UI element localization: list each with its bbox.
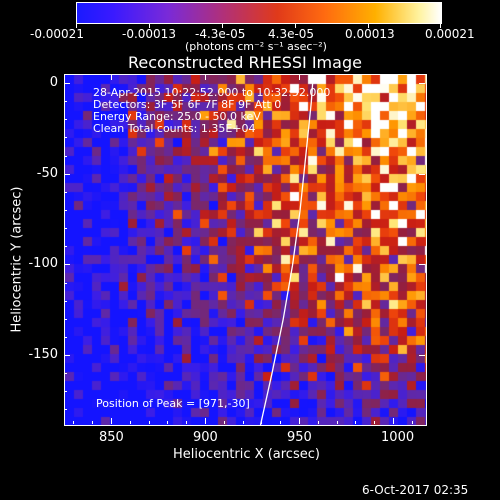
y-axis-label: Heliocentric Y (arcsec) (9, 186, 25, 333)
x-minor-tick (73, 421, 75, 424)
y-tick (419, 83, 425, 85)
rhessi-image (65, 75, 426, 425)
y-tick (64, 264, 70, 266)
info-energy-range: Energy Range: 25.0 - 50.0 keV (93, 110, 261, 123)
y-minor-tick (64, 409, 67, 411)
x-minor-tick (374, 421, 376, 424)
info-clean-counts: Clean Total counts: 1.35E+04 (93, 122, 256, 135)
x-minor-tick (223, 421, 225, 424)
x-minor-tick (148, 421, 150, 424)
colorbar-tick-label: 4.3e-05 (268, 27, 315, 41)
y-minor-tick (64, 318, 67, 320)
y-minor-tick (64, 355, 67, 357)
y-minor-tick (64, 119, 67, 121)
image-plot-area: 28-Apr-2015 10:22:52.000 to 10:32:52.000… (64, 74, 427, 426)
colorbar-tick-label: 0.00013 (345, 27, 395, 41)
colorbar-unit-label: (photons cm⁻² s⁻¹ asec⁻²) (185, 40, 327, 53)
x-tick (205, 74, 207, 80)
y-tick-label: -100 (28, 256, 58, 272)
peak-position-label: Position of Peak = [971,-30] (96, 397, 250, 410)
x-minor-tick (411, 421, 413, 424)
y-minor-tick (64, 336, 67, 338)
solar-limb-curve (259, 75, 314, 425)
y-minor-tick (64, 101, 67, 103)
colorbar-tick (149, 23, 150, 28)
x-minor-tick (393, 421, 395, 424)
y-minor-tick (64, 210, 67, 211)
colorbar-tick (440, 23, 441, 28)
y-minor-tick (64, 264, 67, 266)
x-minor-tick (261, 421, 263, 424)
y-tick-label: 0 (49, 75, 58, 91)
y-minor-tick (64, 282, 67, 284)
y-tick (419, 173, 425, 175)
x-minor-tick (167, 421, 169, 424)
x-tick-label: 900 (193, 430, 218, 445)
info-detectors: Detectors: 3F 5F 6F 7F 8F 9F Att 0 (93, 98, 282, 111)
x-tick (111, 74, 112, 80)
y-tick (64, 83, 70, 85)
y-minor-tick (64, 373, 67, 375)
colorbar-tick-label: -0.00013 (122, 27, 176, 41)
x-minor-tick (129, 421, 131, 424)
plot-title: Reconstructed RHESSI Image (128, 53, 362, 72)
timestamp: 6-Oct-2017 02:35 (362, 483, 469, 497)
x-tick-label: 950 (287, 430, 312, 445)
colorbar-tick (295, 23, 296, 28)
y-minor-tick (64, 228, 67, 230)
y-minor-tick (64, 246, 67, 248)
y-minor-tick (64, 191, 67, 193)
info-time-range: 28-Apr-2015 10:22:52.000 to 10:32:52.000 (93, 86, 331, 99)
x-minor-tick (336, 421, 338, 424)
y-tick (419, 264, 425, 266)
x-tick-label: 850 (99, 430, 124, 445)
y-minor-tick (64, 173, 67, 175)
x-minor-tick (242, 421, 244, 424)
colorbar-tick (222, 23, 223, 28)
x-tick-label: 1000 (381, 430, 415, 445)
x-minor-tick (205, 421, 207, 424)
y-tick (419, 355, 425, 357)
y-tick (64, 173, 70, 175)
x-minor-tick (111, 421, 112, 424)
colorbar-tick (76, 23, 77, 28)
y-tick-label: -50 (36, 165, 58, 181)
x-tick (393, 74, 395, 80)
x-tick (299, 74, 301, 80)
x-minor-tick (317, 421, 319, 424)
x-minor-tick (280, 421, 282, 424)
x-minor-tick (299, 421, 301, 424)
y-minor-tick (64, 300, 67, 302)
y-minor-tick (64, 391, 67, 393)
colorbar (76, 2, 442, 24)
x-minor-tick (355, 421, 357, 424)
y-minor-tick (64, 155, 67, 157)
plot-overlay (259, 75, 314, 425)
y-tick-label: -150 (28, 347, 58, 363)
colorbar-tick-label: 0.00021 (425, 27, 475, 41)
y-tick (64, 355, 70, 357)
colorbar-tick (368, 23, 369, 28)
x-minor-tick (186, 421, 188, 424)
colorbar-tick-label: -0.00021 (30, 27, 84, 41)
x-axis-label: Heliocentric X (arcsec) (173, 447, 320, 462)
colorbar-tick-label: -4.3e-05 (195, 27, 246, 41)
x-minor-tick (92, 421, 94, 424)
y-minor-tick (64, 137, 67, 139)
y-minor-tick (64, 83, 67, 85)
